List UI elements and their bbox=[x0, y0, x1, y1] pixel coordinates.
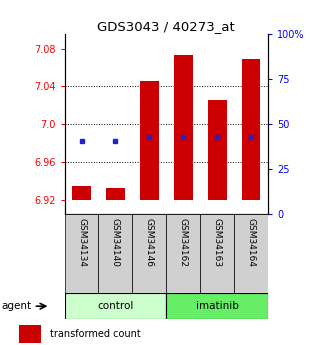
Bar bbox=[140, 81, 159, 200]
Bar bbox=[208, 100, 226, 200]
Bar bbox=[174, 55, 193, 200]
Text: GSM34140: GSM34140 bbox=[111, 218, 120, 267]
Bar bbox=[200, 214, 234, 293]
Bar bbox=[166, 214, 200, 293]
Bar bbox=[72, 186, 91, 200]
Bar bbox=[242, 59, 260, 200]
Bar bbox=[99, 214, 132, 293]
Text: agent: agent bbox=[1, 301, 31, 311]
Bar bbox=[234, 214, 268, 293]
Title: GDS3043 / 40273_at: GDS3043 / 40273_at bbox=[97, 20, 235, 33]
Bar bbox=[65, 293, 166, 319]
Bar bbox=[65, 214, 98, 293]
Bar bbox=[19, 325, 41, 343]
Text: GSM34134: GSM34134 bbox=[77, 218, 86, 267]
Bar bbox=[132, 214, 166, 293]
Text: transformed count: transformed count bbox=[50, 329, 141, 339]
Text: GSM34164: GSM34164 bbox=[247, 218, 256, 267]
Text: GSM34163: GSM34163 bbox=[213, 218, 222, 267]
Bar bbox=[166, 293, 268, 319]
Text: GSM34146: GSM34146 bbox=[145, 218, 154, 267]
Text: imatinib: imatinib bbox=[196, 301, 239, 311]
Text: control: control bbox=[97, 301, 134, 311]
Bar bbox=[106, 188, 125, 200]
Text: GSM34162: GSM34162 bbox=[179, 218, 188, 267]
